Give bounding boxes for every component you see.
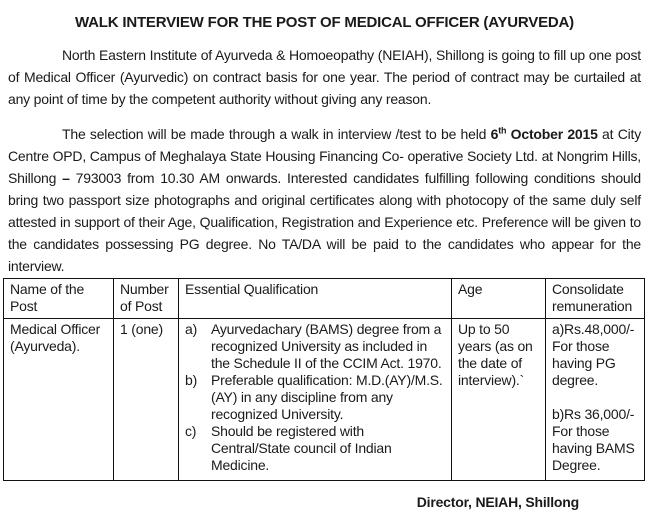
intro-paragraph: North Eastern Institute of Ayurveda & Ho… (8, 47, 641, 107)
header-consolidate-remuneration: Consolidate remuneration (545, 278, 645, 319)
para2-segment-post: 793003 from 10.30 AM onwards. Interested… (8, 170, 642, 274)
selection-details-paragraph: The selection will be made through a wal… (8, 123, 641, 277)
para2-segment-mid: at City Centre OPD, Campus of Meghalaya … (8, 126, 642, 186)
remuneration-bams-degree: b)Rs 36,000/- For those having BAMS Degr… (552, 406, 635, 473)
cell-age: Up to 50 years (as on the date of interv… (451, 318, 546, 481)
vacancy-table-header-row: Name of the Post Number of Post Essentia… (3, 278, 645, 319)
page-title: WALK INTERVIEW FOR THE POST OF MEDICAL O… (75, 14, 574, 31)
qualification-text-c: Should be registered with Central/State … (211, 423, 392, 473)
cell-qualifications: a) Ayurvedachary (BAMS) degree from a re… (178, 318, 452, 481)
cell-post-name: Medical Officer (Ayurveda). (3, 318, 114, 481)
interview-date-day: 6 (490, 126, 499, 142)
qualification-item-a: a) Ayurvedachary (BAMS) degree from a re… (185, 321, 446, 372)
cell-remuneration: a)Rs.48,000/- For those having PG degree… (545, 318, 645, 481)
interview-date-rest: October 2015 (506, 126, 598, 142)
header-name-of-post: Name of the Post (3, 278, 114, 319)
para2-segment-pre: The selection will be made through a wal… (62, 126, 491, 142)
qualification-item-b: b) Preferable qualification: M.D.(AY)/M.… (185, 372, 446, 423)
vacancy-table: Name of the Post Number of Post Essentia… (3, 278, 645, 481)
qualification-item-c: c) Should be registered with Central/Sta… (185, 423, 446, 474)
header-essential-qualification: Essential Qualification (178, 278, 452, 319)
pincode-dash: – (62, 170, 70, 186)
header-age: Age (451, 278, 546, 319)
vacancy-table-row: Medical Officer (Ayurveda). 1 (one) a) A… (3, 318, 645, 481)
header-number-of-post: Number of Post (113, 278, 179, 319)
interview-date-ordinal: th (498, 125, 507, 136)
signature: Director, NEIAH, Shillong (416, 494, 579, 510)
qualification-marker-a: a) (185, 321, 198, 337)
interview-date: 6th October 2015 (491, 126, 598, 142)
cell-post-count: 1 (one) (113, 318, 179, 481)
qualification-text-a: Ayurvedachary (BAMS) degree from a recog… (211, 321, 442, 371)
qualification-marker-b: b) (185, 372, 198, 388)
qualification-text-b: Preferable qualification: M.D.(AY)/M.S.(… (211, 372, 443, 422)
remuneration-pg-degree: a)Rs.48,000/- For those having PG degree… (552, 321, 635, 388)
qualification-marker-c: c) (185, 423, 197, 439)
